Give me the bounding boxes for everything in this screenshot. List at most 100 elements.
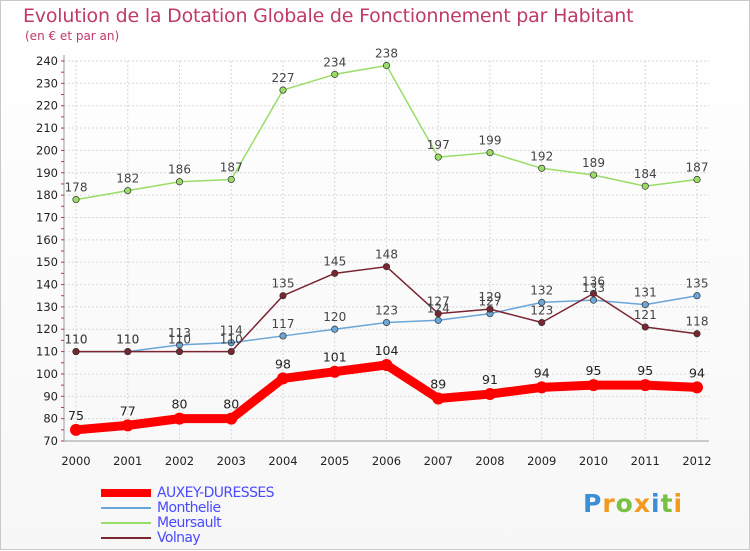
data-label: 186 <box>168 163 191 177</box>
data-point <box>434 153 442 161</box>
series-lines <box>70 61 703 436</box>
data-point <box>434 316 442 324</box>
y-tick-label: 140 <box>36 278 58 292</box>
data-label: 238 <box>375 46 398 60</box>
y-tick-label: 150 <box>36 255 58 269</box>
data-point <box>382 61 391 70</box>
chart-title: Evolution de la Dotation Globale de Fonc… <box>23 5 634 27</box>
x-tick-label: 2001 <box>113 454 142 468</box>
data-label: 182 <box>116 172 139 186</box>
legend-label: Meursault <box>157 515 222 531</box>
data-point <box>484 388 496 401</box>
y-tick-label: 240 <box>36 54 58 68</box>
data-label: 89 <box>430 377 446 392</box>
data-point <box>434 310 442 318</box>
data-point <box>538 298 546 306</box>
legend-swatch <box>101 507 151 509</box>
data-point <box>175 348 184 356</box>
data-label: 178 <box>65 181 88 195</box>
x-tick-label: 2004 <box>268 454 297 468</box>
data-point <box>225 412 238 425</box>
data-point <box>382 263 391 271</box>
data-point <box>121 419 134 432</box>
data-label: 91 <box>482 372 498 387</box>
x-tick-label: 2002 <box>165 454 194 468</box>
data-label: 110 <box>65 333 88 347</box>
data-point <box>382 318 391 327</box>
data-label: 192 <box>530 149 553 163</box>
legend-swatch <box>101 489 151 497</box>
data-label: 80 <box>223 397 239 412</box>
data-label: 148 <box>375 248 398 262</box>
legend-item: AUXEY-DURESSES <box>101 485 275 501</box>
data-label: 113 <box>168 326 191 340</box>
x-tick-label: 2006 <box>372 454 401 468</box>
data-label: 121 <box>634 308 657 322</box>
data-point <box>691 381 703 394</box>
legend-item: Volnay <box>101 530 201 546</box>
data-label: 75 <box>68 408 84 423</box>
data-label: 110 <box>116 333 139 347</box>
data-label: 95 <box>586 363 602 378</box>
data-label: 114 <box>220 324 243 338</box>
y-tick-label: 200 <box>36 143 58 157</box>
series-auxey-duresses <box>70 359 703 436</box>
data-label: 133 <box>582 281 605 295</box>
data-point <box>589 296 598 304</box>
x-tick-label: 2005 <box>320 454 349 468</box>
x-tick-label: 2007 <box>424 454 453 468</box>
y-tick-label: 220 <box>36 99 58 113</box>
data-label: 101 <box>323 350 347 365</box>
data-label: 145 <box>323 254 346 268</box>
data-label: 127 <box>427 295 450 309</box>
data-label: 234 <box>323 55 346 69</box>
data-point <box>279 86 287 94</box>
data-label: 124 <box>427 301 450 315</box>
x-tick-label: 2000 <box>61 454 90 468</box>
data-label: 77 <box>120 403 136 418</box>
y-tick-label: 210 <box>36 121 58 135</box>
legend-swatch <box>101 537 151 539</box>
data-point <box>639 379 652 392</box>
data-labels: 178 182 186 187 227 234 238 197 199 192 189 184 187 1… <box>65 46 709 422</box>
legend-item: Meursault <box>101 515 222 531</box>
data-label: 104 <box>375 343 399 358</box>
data-label: 120 <box>323 310 346 324</box>
data-label: 98 <box>275 356 291 371</box>
data-label: 110 <box>65 333 88 347</box>
logo-letter: o <box>615 489 634 518</box>
data-label: 129 <box>479 290 502 304</box>
data-label: 131 <box>634 286 657 300</box>
data-point <box>277 372 289 385</box>
data-label: 94 <box>689 365 705 380</box>
data-point <box>279 292 287 300</box>
data-label: 187 <box>220 160 243 174</box>
y-tick-label: 230 <box>36 76 58 90</box>
x-tick-label: 2003 <box>217 454 246 468</box>
data-point <box>227 175 235 184</box>
data-point <box>432 392 445 405</box>
data-point <box>538 318 546 327</box>
data-label: 199 <box>479 134 502 148</box>
legend-item: Monthelie <box>101 500 221 516</box>
data-label: 136 <box>582 274 605 288</box>
legend-label: Volnay <box>157 530 201 546</box>
data-point <box>328 365 341 378</box>
chart-subtitle: (en € et par an) <box>25 29 120 43</box>
y-tick-label: 110 <box>36 345 58 359</box>
legend-swatch <box>101 522 151 524</box>
proxiti-logo: Proxiti <box>583 489 683 518</box>
axes: 7080901001101201301401501601701801902002… <box>36 54 712 468</box>
data-point <box>173 412 186 425</box>
logo-letter: r <box>602 489 616 518</box>
data-point <box>227 348 235 356</box>
y-tick-label: 120 <box>36 322 58 336</box>
x-tick-label: 2008 <box>475 454 504 468</box>
data-label: 227 <box>272 71 295 85</box>
data-label: 80 <box>172 397 188 412</box>
data-label: 117 <box>272 317 295 331</box>
logo-letter: x <box>633 489 651 518</box>
y-tick-label: 180 <box>36 188 58 202</box>
